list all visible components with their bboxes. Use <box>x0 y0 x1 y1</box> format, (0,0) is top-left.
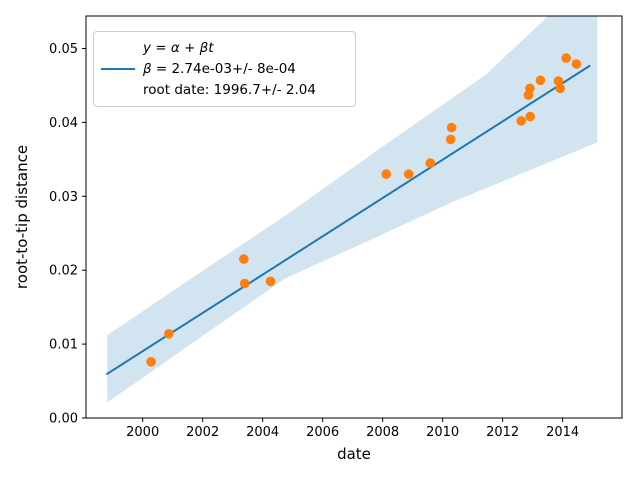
data-point <box>239 278 250 289</box>
regression-line <box>105 64 591 376</box>
x-tick-label: 2012 <box>486 425 519 440</box>
y-tick-label: 0.01 <box>49 338 78 353</box>
legend: y = α + βt β = 2.74e-03+/- 8e-04 root da… <box>93 31 356 107</box>
data-point <box>553 76 564 86</box>
confidence-band-layer <box>107 16 598 403</box>
data-point <box>239 254 249 264</box>
legend-rootdate-text: root date: 1996.7+/- 2.04 <box>143 82 316 99</box>
data-point <box>265 276 276 287</box>
tick-layer: 2000 2002 2004 2006 2008 2010 2012 2014 0.00 0.01… <box>49 42 579 440</box>
data-point <box>381 169 392 179</box>
data-point <box>525 111 535 122</box>
legend-row-rootdate: root date: 1996.7+/- 2.04 <box>98 80 349 100</box>
x-tick-label: 2002 <box>186 425 219 440</box>
confidence-band <box>107 16 598 403</box>
legend-beta-text: β = 2.74e-03+/- 8e-04 <box>143 60 296 77</box>
regression-line-swatch <box>101 67 135 70</box>
data-point <box>164 329 174 339</box>
x-tick-label: 2000 <box>126 425 159 440</box>
legend-equation-text: y = α + βt <box>143 39 214 56</box>
data-point <box>516 116 526 126</box>
legend-row-equation: y = α + βt <box>98 38 349 58</box>
y-tick-label: 0.03 <box>49 190 78 205</box>
plot-border <box>85 15 623 419</box>
x-tick-label: 2006 <box>306 425 339 440</box>
data-point <box>571 59 582 69</box>
data-point <box>445 134 456 145</box>
scatter-points-layer <box>146 53 582 367</box>
y-tick-label: 0.02 <box>49 264 78 279</box>
legend-line-sample <box>98 67 143 70</box>
x-tick-label: 2014 <box>546 425 579 440</box>
x-tick-label: 2010 <box>426 425 459 440</box>
data-point <box>535 75 546 86</box>
data-point <box>403 169 414 179</box>
y-tick-label: 0.04 <box>49 116 78 131</box>
data-point <box>146 357 156 367</box>
x-axis-label: date <box>337 445 371 463</box>
data-point <box>525 83 535 94</box>
regression-line-layer <box>105 64 591 376</box>
y-tick-label: 0.00 <box>49 412 78 427</box>
legend-row-beta: β = 2.74e-03+/- 8e-04 <box>98 59 349 79</box>
spines-layer <box>85 15 623 419</box>
data-point <box>425 158 436 168</box>
x-tick-label: 2008 <box>366 425 399 440</box>
data-point <box>555 83 565 94</box>
y-axis-label: root-to-tip distance <box>13 145 31 289</box>
data-point <box>446 122 457 133</box>
y-tick-label: 0.05 <box>49 42 78 57</box>
data-point <box>561 53 571 63</box>
x-tick-label: 2004 <box>246 425 279 440</box>
